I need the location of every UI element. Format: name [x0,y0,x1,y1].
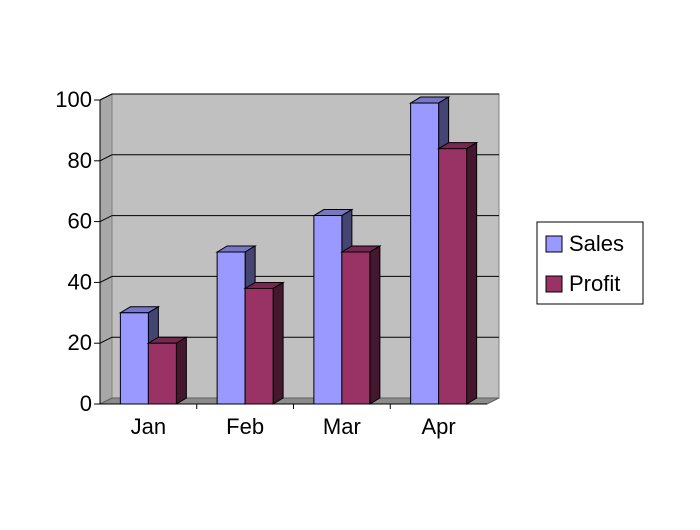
y-tick-label: 40 [68,269,92,294]
gridline [99,215,499,223]
y-tick-label: 0 [80,391,92,416]
y-tick-label: 60 [68,209,92,234]
bar-front [216,251,246,405]
bar-front [244,287,274,405]
legend-swatch [545,235,563,253]
legend-label: Profit [569,271,620,296]
legend-swatch [545,275,563,293]
bar-side [369,245,381,405]
y-tick-label: 100 [55,87,92,112]
bar-side [466,141,478,405]
bar-front [438,148,468,405]
bar-front [313,215,343,405]
bar-side [272,281,284,405]
bar-front [410,102,440,405]
y-tick-label: 80 [68,148,92,173]
y-tick-label: 20 [68,330,92,355]
y-axis: 0 20 40 60 80 100 [55,87,101,416]
bar-front [119,312,149,405]
bar-profit-mar [340,245,382,405]
gridline [99,154,499,162]
x-tick-label: Mar [323,414,361,439]
bar-profit-jan [146,336,189,405]
side-wall [99,93,113,405]
bar-profit-apr [436,141,479,405]
bar-profit-feb [243,281,285,405]
x-tick-label: Feb [226,414,264,439]
bar-front [147,342,177,405]
legend-label: Sales [569,231,624,256]
x-tick-label: Jan [131,414,166,439]
bar-front [341,251,371,405]
legend: Sales Profit [536,221,644,305]
bars [118,96,479,405]
bar-side [175,336,187,405]
x-axis: Jan Feb Mar Apr [100,403,487,439]
x-tick-label: Apr [422,414,456,439]
gridline [99,93,499,101]
